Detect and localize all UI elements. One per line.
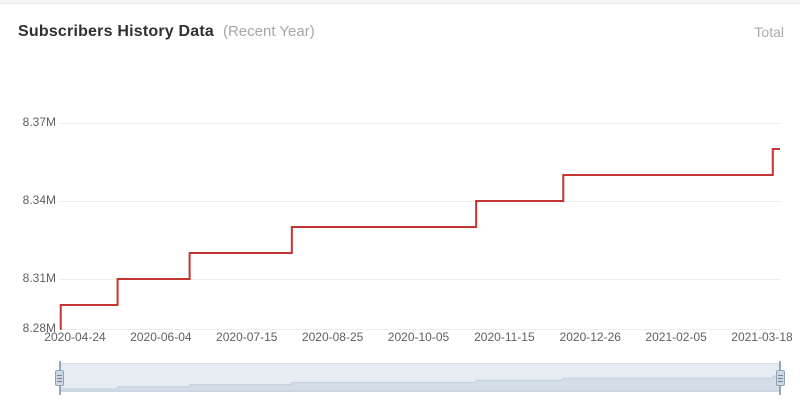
x-axis-tick-label: 2020-08-25 [301,330,364,344]
datazoom-right-handle[interactable] [776,370,785,386]
page-subtitle: (Recent Year) [222,23,315,40]
y-gridline [60,279,780,280]
x-axis-tick-label: 2020-10-05 [387,330,450,344]
chart-plot-area[interactable]: 8.28M 8.31M 8.34M 8.37M 2020-04-24 2020-06-04… [0,5,800,414]
page-top-strip [0,0,800,4]
x-axis-tick-label: 2020-07-15 [216,330,278,344]
x-axis-tick-label: 2020-06-04 [130,330,192,344]
y-axis-tick-label: 8.37M [22,115,56,129]
y-gridline [60,123,780,124]
y-axis-tick-label: 8.34M [22,193,56,207]
x-axis-tick-label: 2020-12-26 [559,330,621,344]
page-title: Subscribers History Data [18,23,214,40]
datazoom-left-handle[interactable] [55,370,64,386]
y-axis-tick-label: 8.28M [22,321,56,335]
x-axis-tick-label: 2021-03-18 [731,330,793,344]
x-axis-tick-label: 2021-02-05 [645,330,707,344]
y-axis-tick-label: 8.31M [22,271,56,285]
chart-canvas [59,148,781,392]
card-header: Subscribers History Data (Recent Year) [18,23,784,47]
x-axis-tick-label: 2020-11-15 [474,330,535,344]
y-gridline [60,201,780,202]
subscribers-history-card: Subscribers History Data (Recent Year) T… [0,5,800,409]
datazoom-slider-track[interactable] [60,363,780,392]
x-axis-tick-label: 2020-04-24 [44,330,106,344]
legend-item-total[interactable]: Total [754,24,784,40]
total-series-line [59,148,780,330]
